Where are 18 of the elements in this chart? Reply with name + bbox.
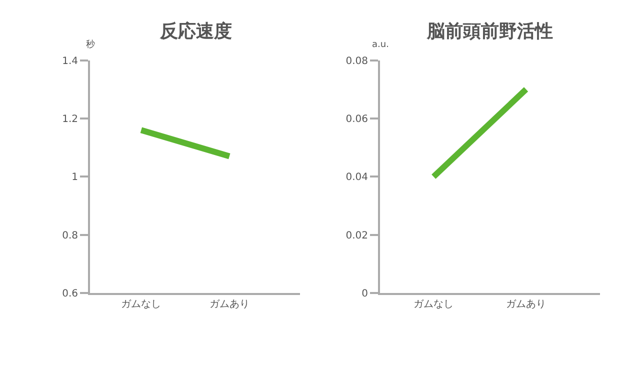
y-axis-title: 秒 xyxy=(86,39,95,50)
y-tick-label: 1 xyxy=(72,172,78,184)
x-tick-label: ガムなし xyxy=(121,299,162,310)
y-tick-label: 0.08 xyxy=(346,56,368,67)
x-tick-label: ガムあり xyxy=(506,299,546,310)
y-tick-label: 1.4 xyxy=(62,56,78,67)
chart-title: 脳前頭前野活性 xyxy=(426,21,553,42)
chart-title: 反応速度 xyxy=(159,21,232,42)
y-tick-label: 1.2 xyxy=(62,114,78,125)
y-tick-label: 0.02 xyxy=(346,230,368,242)
y-tick-label: 0 xyxy=(362,288,368,300)
x-tick-label: ガムあり xyxy=(209,299,250,310)
y-tick-label: 0.06 xyxy=(346,114,368,125)
y-tick-label: 0.04 xyxy=(346,172,368,184)
x-tick-label: ガムなし xyxy=(414,299,454,310)
y-axis-title: a.u. xyxy=(372,40,389,50)
y-tick-label: 0.8 xyxy=(62,230,78,242)
y-tick-label: 0.6 xyxy=(62,288,78,300)
